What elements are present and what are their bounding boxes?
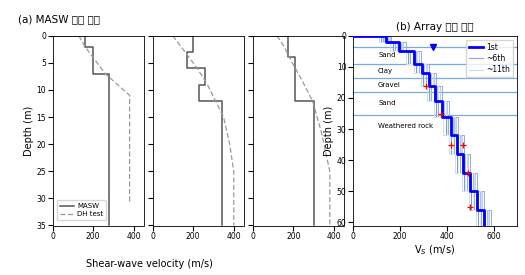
Text: Sand: Sand (378, 100, 396, 106)
Text: Clay: Clay (378, 68, 393, 74)
Legend: 1st, ~6th, ~11th: 1st, ~6th, ~11th (466, 40, 513, 77)
Y-axis label: Depth (m): Depth (m) (324, 106, 334, 156)
Legend: MASW, DH test: MASW, DH test (57, 200, 106, 220)
Text: Gravel: Gravel (378, 82, 401, 88)
Text: Shear-wave velocity (m/s): Shear-wave velocity (m/s) (86, 259, 213, 269)
Y-axis label: Depth (m): Depth (m) (24, 106, 34, 156)
X-axis label: V$_S$ (m/s): V$_S$ (m/s) (414, 244, 456, 257)
Text: (a) MASW 실험 결과: (a) MASW 실험 결과 (18, 14, 100, 24)
Text: Sand: Sand (378, 52, 396, 58)
Text: Weathered rock: Weathered rock (378, 123, 433, 129)
Title: (b) Array 실험 결과: (b) Array 실험 결과 (396, 22, 474, 32)
